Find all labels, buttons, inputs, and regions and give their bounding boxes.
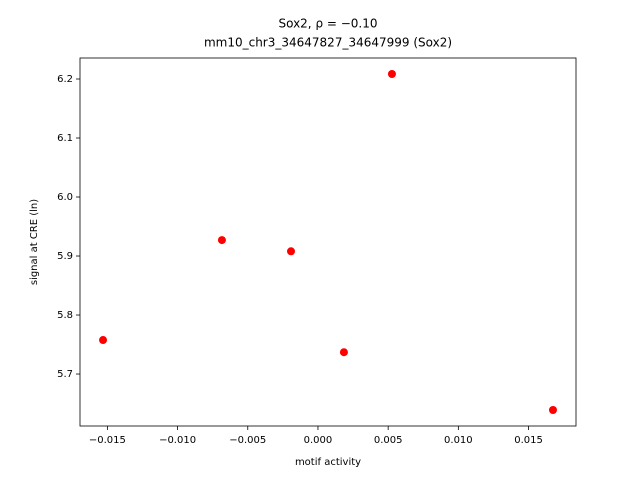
y-tick-label: 5.8 bbox=[57, 310, 73, 321]
point bbox=[99, 336, 108, 345]
y-tick-label: 5.9 bbox=[57, 251, 73, 262]
x-tick-label: −0.015 bbox=[89, 435, 126, 446]
x-tick-label: −0.010 bbox=[159, 435, 196, 446]
point bbox=[287, 247, 296, 256]
x-tick-label: −0.005 bbox=[229, 435, 266, 446]
x-tick-label: 0.015 bbox=[514, 435, 543, 446]
y-tick-label: 6.0 bbox=[57, 192, 73, 203]
y-tick-label: 5.7 bbox=[57, 369, 73, 380]
y-axis-label: signal at CRE (ln) bbox=[29, 199, 40, 285]
y-tick-label: 6.1 bbox=[57, 133, 73, 144]
x-axis-label: motif activity bbox=[295, 457, 361, 468]
x-tick-label: 0.010 bbox=[444, 435, 473, 446]
x-tick-label: 0.005 bbox=[374, 435, 403, 446]
point bbox=[387, 69, 396, 78]
plot-frame bbox=[79, 57, 577, 427]
point bbox=[217, 236, 226, 245]
point bbox=[548, 406, 557, 415]
chart-subtitle: mm10_chr3_34647827_34647999 (Sox2) bbox=[204, 36, 452, 50]
y-tick-label: 6.2 bbox=[57, 74, 73, 85]
x-tick-label: 0.000 bbox=[304, 435, 333, 446]
chart-title: Sox2, ρ = −0.10 bbox=[278, 17, 377, 31]
point bbox=[339, 348, 348, 357]
